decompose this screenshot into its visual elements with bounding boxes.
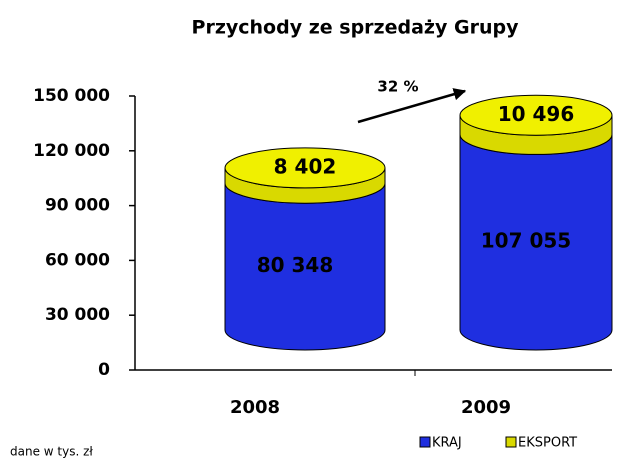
legend-label: KRAJ — [432, 436, 462, 451]
legend-label: EKSPORT — [518, 436, 577, 451]
legend-swatch — [419, 436, 431, 448]
y-tick-label: 60 000 — [45, 250, 110, 270]
y-tick-label: 90 000 — [45, 196, 110, 216]
x-tick-label: 2009 — [461, 397, 511, 418]
cylinder-top — [224, 147, 386, 189]
note: dane w tys. zł — [10, 445, 93, 459]
value-label: 10 496 — [498, 102, 575, 126]
legend-swatch — [505, 436, 517, 448]
cylinder-top — [459, 94, 613, 136]
x-tick-label: 2008 — [230, 397, 280, 418]
y-tick-label: 30 000 — [45, 305, 110, 325]
chart-title: Przychody ze sprzedaży Grupy — [192, 17, 520, 39]
y-tick-label: 120 000 — [33, 141, 110, 161]
value-label: 107 055 — [481, 229, 571, 253]
y-tick-label: 0 — [98, 360, 110, 380]
value-label: 8 402 — [274, 154, 337, 178]
y-tick-label: 150 000 — [33, 86, 110, 106]
value-label: 80 348 — [257, 253, 334, 277]
growth-arrow — [357, 88, 467, 124]
annotation: 32 % — [377, 78, 418, 96]
